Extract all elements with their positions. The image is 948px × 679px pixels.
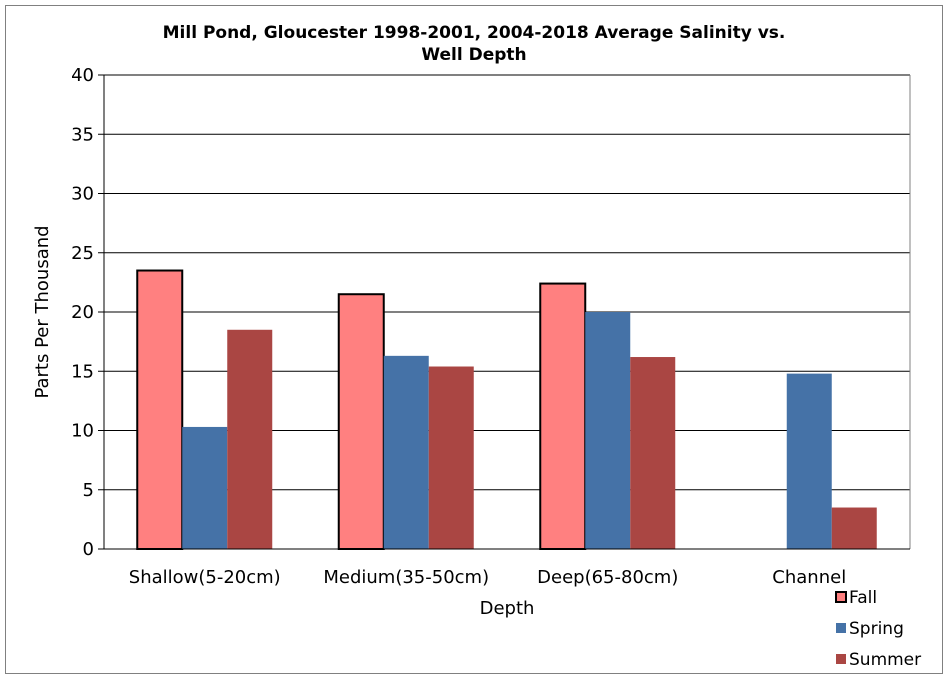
y-tick-label: 30 [71, 184, 94, 205]
bar-fall [136, 269, 184, 550]
y-tick-label: 10 [71, 421, 94, 442]
bar-summer [428, 366, 474, 549]
x-tick-labels: Shallow(5-20cm) Medium(35-50cm) Deep(65-80… [129, 567, 846, 588]
x-tick-label: Deep(65-80cm) [537, 567, 678, 588]
y-tick-labels: 0 5 10 15 20 25 30 35 40 [71, 65, 94, 560]
chart-title-line1: Mill Pond, Gloucester 1998-2001, 2004-20… [163, 23, 786, 43]
legend-swatch-summer [836, 654, 846, 664]
y-tick-label: 40 [71, 65, 94, 86]
y-tick-label: 15 [71, 361, 94, 382]
x-tick-label: Shallow(5-20cm) [129, 567, 281, 588]
y-tick-label: 35 [71, 124, 94, 145]
y-axis-title: Parts Per Thousand [32, 225, 53, 398]
bar-spring [585, 312, 631, 549]
x-tick-label: Channel [772, 567, 846, 588]
bar-spring [383, 355, 429, 549]
y-tick-label: 5 [83, 480, 94, 501]
bars [136, 269, 877, 550]
chart-title-line2: Well Depth [421, 45, 526, 65]
y-tick-label: 20 [71, 302, 94, 323]
legend-label-summer: Summer [849, 650, 921, 670]
x-tick-label: Medium(35-50cm) [323, 567, 489, 588]
legend-label-spring: Spring [849, 619, 904, 639]
legend-swatch-spring [836, 623, 846, 633]
bar-spring [182, 426, 228, 549]
y-tick-label: 0 [83, 539, 94, 560]
x-axis-title: Depth [480, 598, 535, 619]
legend-swatch-fall [835, 591, 847, 603]
legend-label-fall: Fall [849, 588, 877, 608]
bar-fall [337, 293, 385, 550]
bar-summer [227, 329, 273, 549]
bar-spring [786, 373, 832, 549]
axes [98, 74, 911, 550]
legend: Fall Spring Summer [835, 588, 921, 670]
bar-summer [630, 357, 676, 549]
bar-fall [539, 282, 587, 550]
y-tick-label: 25 [71, 243, 94, 264]
bar-summer [831, 507, 877, 549]
